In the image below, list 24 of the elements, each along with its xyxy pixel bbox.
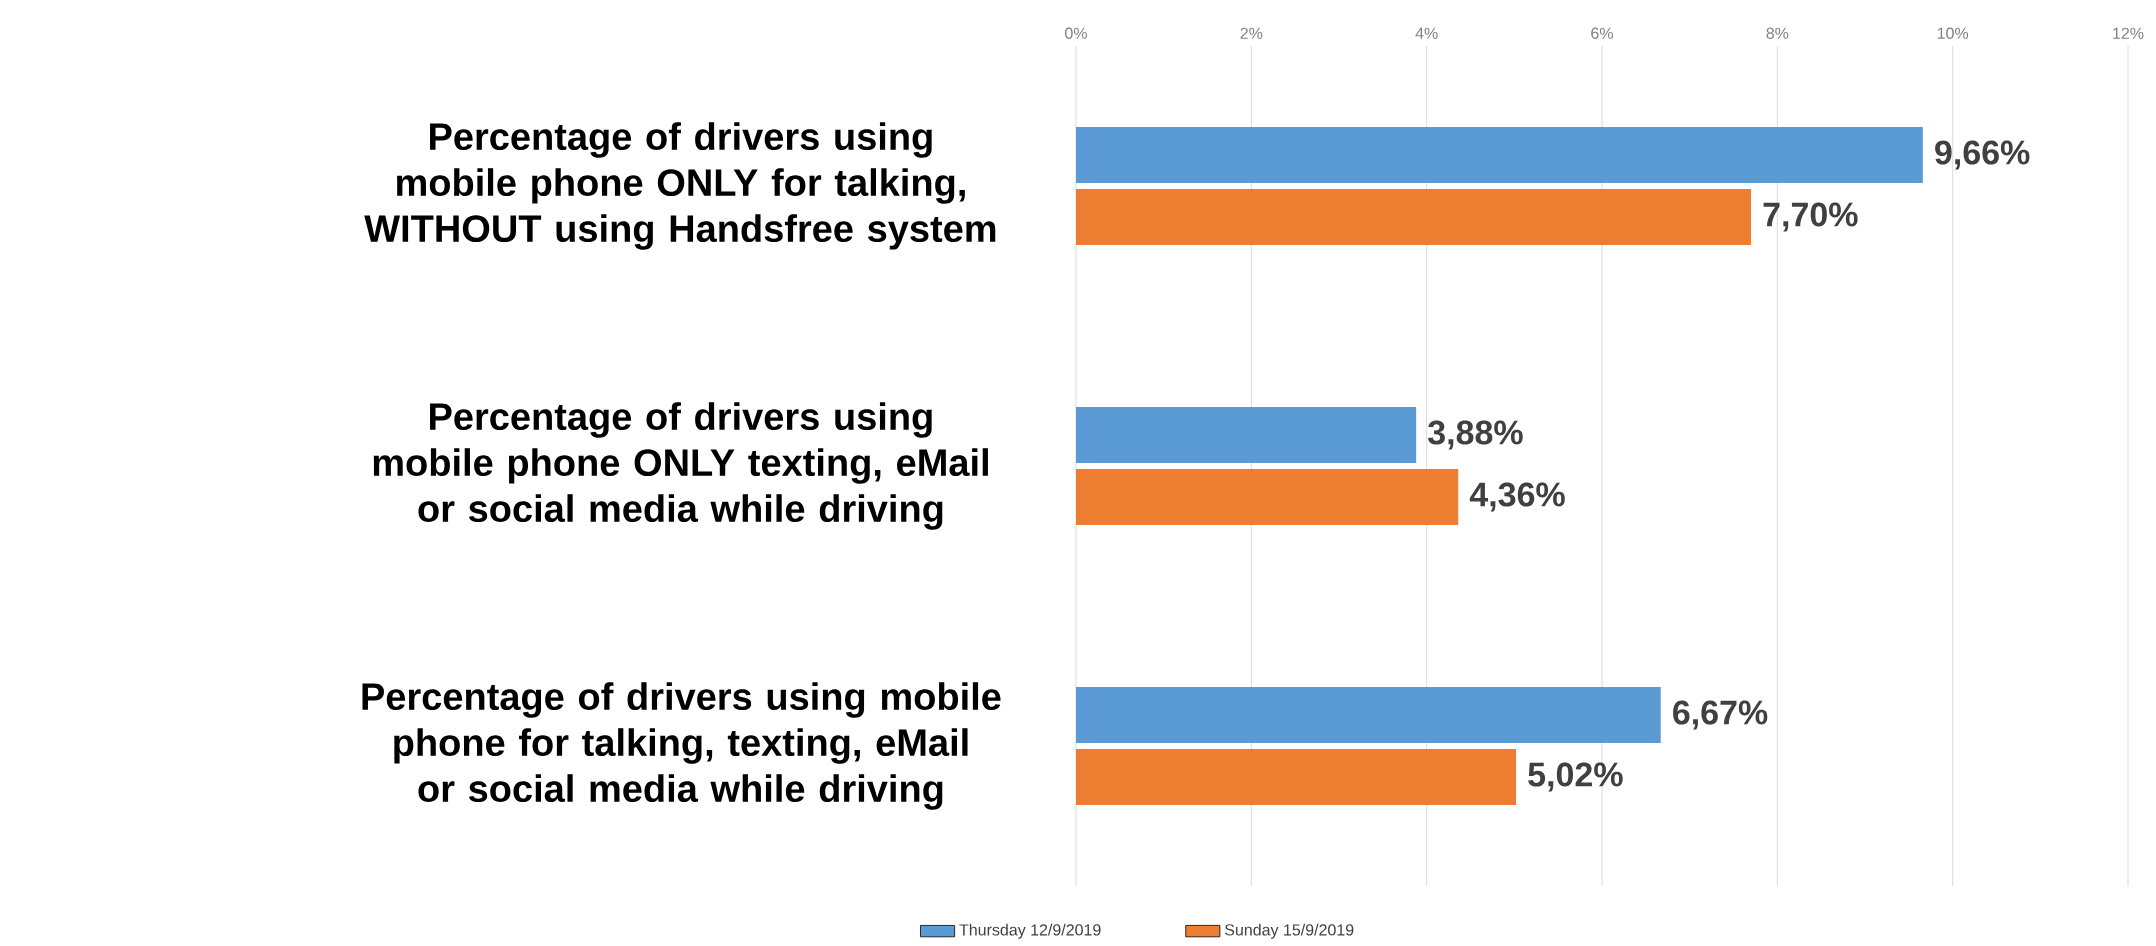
x-tick-label: 10% — [1937, 27, 1969, 39]
y-tick-label: Percentage of drivers using mobile phone ONLY for talking, WITHOUT using Handsfree system — [364, 122, 996, 250]
x-tick-label: 4% — [1415, 27, 1438, 39]
y-tick-label: Percentage of drivers using mobile phone for talking, texting, eMail or social media while driving — [362, 682, 1001, 810]
data-label: 9,66% — [1935, 140, 2030, 170]
data-label: 4,36% — [1469, 482, 1565, 512]
x-tick-label: 6% — [1591, 27, 1613, 39]
data-label: 3,88% — [1428, 420, 1523, 450]
bar — [1076, 188, 1752, 245]
bar — [1076, 126, 1923, 183]
y-tick-label: Percentage of drivers using mobile phone ONLY texting, eMail or social media while driving — [373, 402, 988, 530]
x-tick-label: 12% — [2113, 27, 2144, 39]
x-tick-label: 0% — [1065, 27, 1087, 39]
legend-label: Sunday 15/9/2019 — [1225, 923, 1354, 939]
x-tick-label: 8% — [1766, 27, 1789, 39]
bar — [1076, 468, 1459, 525]
bar — [1076, 748, 1517, 805]
data-label: 7,70% — [1763, 202, 1858, 232]
legend-label: Thursday 12/9/2019 — [959, 923, 1101, 939]
data-label: 6,67% — [1673, 700, 1768, 730]
bar — [1076, 406, 1417, 463]
data-label: 5,02% — [1528, 762, 1623, 792]
x-tick-label: 2% — [1240, 27, 1263, 39]
bar — [1076, 686, 1661, 743]
